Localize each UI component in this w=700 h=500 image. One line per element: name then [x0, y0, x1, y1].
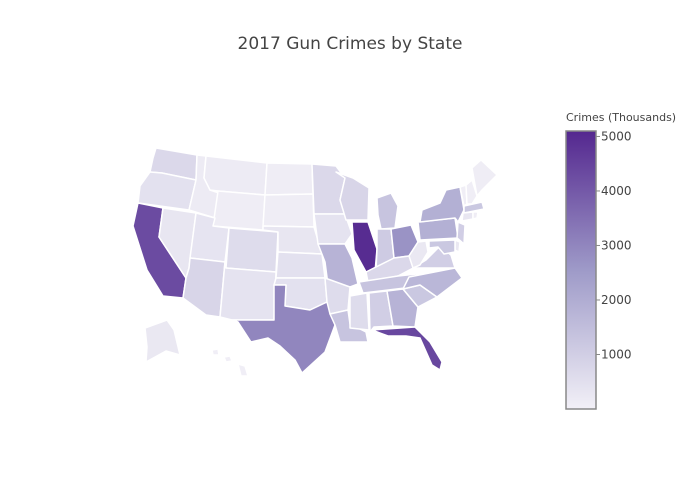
state-az[interactable] — [182, 257, 226, 318]
state-mn[interactable] — [311, 163, 346, 215]
state-la[interactable] — [329, 309, 369, 343]
colorbar: 1000 2000 3000 4000 5000 — [565, 129, 632, 410]
states-layer — [132, 147, 498, 377]
state-hi[interactable] — [211, 348, 249, 377]
state-fl[interactable] — [371, 326, 443, 371]
state-tx[interactable] — [231, 284, 336, 374]
colorbar-ticks: 1000 2000 3000 4000 5000 — [596, 129, 632, 361]
state-ks[interactable] — [275, 251, 326, 279]
state-ak[interactable] — [144, 319, 181, 363]
state-nh[interactable] — [465, 179, 478, 205]
chart-title: 2017 Gun Crimes by State — [237, 34, 463, 54]
colorbar-tick-label: 4000 — [601, 184, 632, 198]
state-ct[interactable] — [461, 211, 474, 222]
state-ri[interactable] — [472, 211, 479, 220]
state-wy[interactable] — [212, 190, 266, 231]
state-sd[interactable] — [262, 193, 315, 228]
state-wv[interactable] — [408, 240, 429, 269]
state-mo[interactable] — [317, 243, 359, 288]
colorbar-tick-label: 5000 — [601, 129, 632, 143]
state-nd[interactable] — [264, 162, 314, 196]
state-nm[interactable] — [219, 261, 277, 321]
colorbar-tick-label: 3000 — [601, 238, 632, 252]
state-il[interactable] — [351, 221, 378, 273]
colorbar-tick-label: 1000 — [601, 347, 632, 361]
state-wi[interactable] — [335, 171, 370, 221]
colorbar-tick-label: 2000 — [601, 293, 632, 307]
state-ms[interactable] — [349, 292, 370, 331]
state-mt[interactable] — [203, 155, 268, 196]
state-nj[interactable] — [456, 221, 466, 245]
colorbar-gradient — [565, 130, 597, 410]
state-ia[interactable] — [313, 213, 353, 245]
state-md[interactable] — [428, 239, 456, 255]
state-ny[interactable] — [419, 186, 465, 223]
colorbar-title: Crimes (Thousands) — [566, 111, 677, 124]
state-mi[interactable] — [376, 192, 399, 230]
state-co[interactable] — [225, 227, 279, 273]
state-al[interactable] — [368, 290, 394, 333]
state-ma[interactable] — [463, 201, 485, 214]
